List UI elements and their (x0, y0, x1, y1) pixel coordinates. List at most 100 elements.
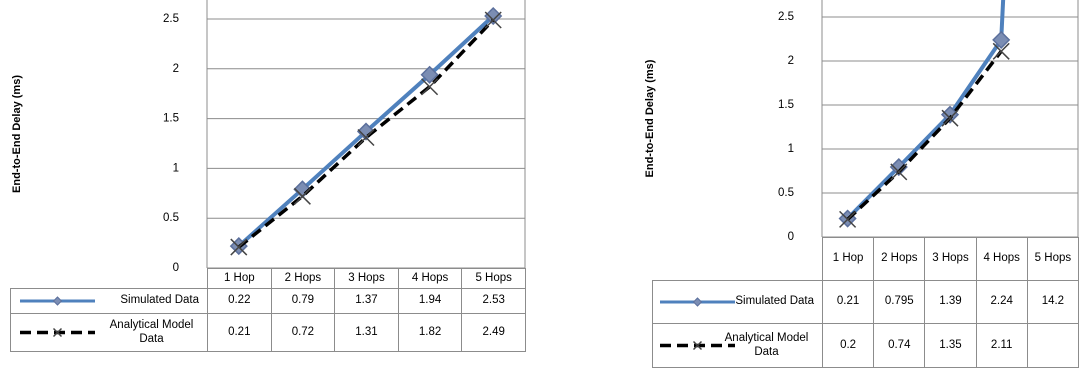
value-cell-text: 1.82 (418, 325, 442, 338)
legend-marker (692, 297, 703, 307)
y-tick-label: 2.5 (778, 11, 794, 23)
value-cell: 0.795 (873, 280, 926, 324)
value-cell: 14.2 (1026, 280, 1079, 324)
y-tick-label: 1 (788, 143, 794, 155)
value-cell-text: 1.39 (939, 295, 962, 308)
series-line (237, 18, 495, 249)
table-header: 2 Hops (270, 268, 336, 289)
value-cell: 1.82 (397, 313, 463, 352)
plot-area (229, 6, 503, 256)
value-cell: 1.37 (334, 288, 399, 314)
value-cell-text: 1.37 (355, 294, 378, 307)
value-cell-text: 0.74 (888, 338, 911, 351)
value-cell: 1.39 (924, 280, 977, 324)
table-header: 5 Hops (461, 268, 526, 289)
value-cell-text: 0.21 (228, 325, 251, 338)
legend-cell: Analytical Model Data (10, 313, 208, 352)
table-header-text: 1 Hop (223, 271, 255, 284)
point-marker (941, 109, 959, 127)
value-cell-text: 2.49 (482, 325, 505, 338)
value-cell: 2.24 (975, 280, 1028, 324)
table-header: 3 Hops (924, 237, 977, 281)
legend-marker (52, 296, 63, 306)
value-cell (1026, 323, 1079, 368)
legend-cell-text: Analytical Model Data (109, 318, 194, 345)
y-tick-label: 2 (788, 55, 794, 67)
point-marker (421, 78, 439, 96)
point-marker (484, 6, 503, 26)
value-cell: 0.72 (270, 313, 336, 352)
value-cell: 0.21 (207, 313, 272, 352)
value-cell-text: 0.72 (291, 325, 315, 338)
value-cell: 0.2 (822, 323, 875, 368)
point-marker (992, 30, 1011, 49)
table-header: 4 Hops (397, 268, 463, 289)
value-cell: 2.49 (461, 313, 526, 352)
value-cell-text: 2.24 (990, 295, 1013, 308)
value-cell-text: 14.2 (1041, 295, 1065, 308)
table-header-text: 3 Hops (348, 271, 385, 284)
value-cell-text: 0.21 (836, 295, 860, 308)
table-header-text: 4 Hops (411, 271, 449, 284)
legend-marker (692, 340, 703, 351)
table-header: 3 Hops (334, 268, 399, 289)
value-cell-text: 0.79 (291, 294, 315, 307)
y-tick-label: 1.5 (163, 113, 179, 125)
table-header: 5 Hops (1026, 237, 1079, 281)
legend-cell-text: Simulated Data (120, 294, 199, 307)
legend-cell-text: Simulated Data (735, 295, 814, 308)
value-cell: 2.11 (975, 323, 1028, 368)
table-header-text: 5 Hops (475, 271, 512, 284)
value-cell-text: 0.22 (228, 294, 251, 307)
value-cell-text: 1.35 (939, 338, 962, 351)
point-marker (420, 65, 439, 84)
table-header-text: 2 Hops (284, 271, 322, 284)
point-marker (992, 42, 1010, 60)
value-cell-text: 0.2 (840, 338, 857, 351)
value-cell-text: 1.31 (355, 325, 378, 338)
point-marker (293, 187, 311, 205)
value-cell: 1.94 (397, 288, 463, 314)
series-line (846, 50, 1003, 221)
y-axis-label: End-to-End Delay (ms) (11, 75, 23, 193)
value-cell: 1.31 (334, 313, 399, 352)
plot-area (838, 0, 1011, 228)
table-header: 4 Hops (975, 237, 1028, 281)
y-tick-label: 0.5 (163, 212, 179, 224)
table-header: 2 Hops (873, 237, 926, 281)
legend-marker (52, 327, 63, 338)
value-cell-text: 0.795 (884, 295, 914, 308)
value-cell-text: 2.11 (990, 338, 1013, 351)
y-tick-label: 0 (788, 231, 794, 243)
y-tick-label: 1 (173, 162, 179, 174)
value-cell: 0.21 (822, 280, 875, 324)
value-cell-text: 2.53 (482, 294, 505, 307)
value-cell: 0.22 (207, 288, 272, 314)
table-header-text: 3 Hops (932, 252, 969, 265)
legend-cell: Simulated Data (10, 288, 208, 314)
y-tick-label: 0 (173, 262, 179, 274)
table-header: 1 Hop (207, 268, 272, 289)
table-header-text: 2 Hops (881, 252, 918, 265)
legend-cell-text: Analytical Model Data (724, 331, 809, 358)
table-header-text: 4 Hops (983, 252, 1020, 265)
table-header-text: 1 Hop (832, 252, 864, 265)
y-tick-label: 0.5 (778, 187, 794, 199)
value-cell: 1.35 (924, 323, 977, 368)
table-header: 1 Hop (822, 237, 875, 281)
y-tick-label: 1.5 (778, 99, 794, 111)
point-marker (839, 210, 857, 228)
table-header-text: 5 Hops (1034, 252, 1072, 265)
legend-cell: Analytical Model Data (652, 323, 823, 368)
value-cell: 0.74 (873, 323, 926, 368)
value-cell: 0.79 (270, 288, 336, 314)
point-marker (890, 163, 908, 181)
point-marker (230, 238, 248, 256)
value-cell: 2.53 (461, 288, 526, 314)
y-tick-label: 2 (173, 63, 179, 75)
y-tick-label: 2.5 (163, 13, 179, 25)
value-cell-text: 1.94 (418, 294, 442, 307)
legend-cell: Simulated Data (652, 280, 823, 324)
point-marker (484, 11, 502, 29)
